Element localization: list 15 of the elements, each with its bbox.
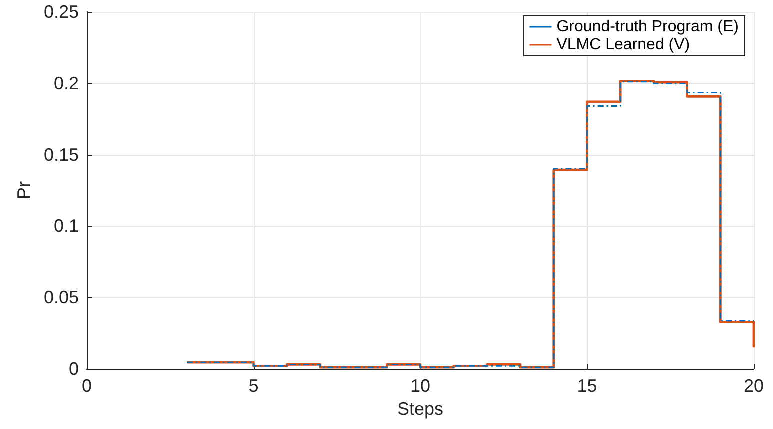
legend-label: Ground-truth Program (E) bbox=[556, 18, 739, 36]
y-tick-label: 0.25 bbox=[44, 2, 79, 22]
y-tick-label: 0.1 bbox=[54, 216, 79, 236]
y-tick-label: 0.2 bbox=[54, 73, 79, 94]
legend-label: VLMC Learned (V) bbox=[556, 36, 690, 54]
x-axis-title: Steps bbox=[397, 398, 444, 419]
x-tick-label: 10 bbox=[410, 376, 431, 396]
y-tick-label: 0 bbox=[68, 359, 79, 379]
x-tick-label: 5 bbox=[248, 376, 259, 396]
x-tick-label: 0 bbox=[82, 376, 92, 396]
x-tick-label: 15 bbox=[577, 376, 598, 396]
y-axis-title: Pr bbox=[14, 181, 34, 200]
x-tick-label: 20 bbox=[744, 376, 764, 396]
y-tick-label: 0.05 bbox=[44, 288, 79, 308]
y-tick-label: 0.15 bbox=[44, 144, 79, 165]
